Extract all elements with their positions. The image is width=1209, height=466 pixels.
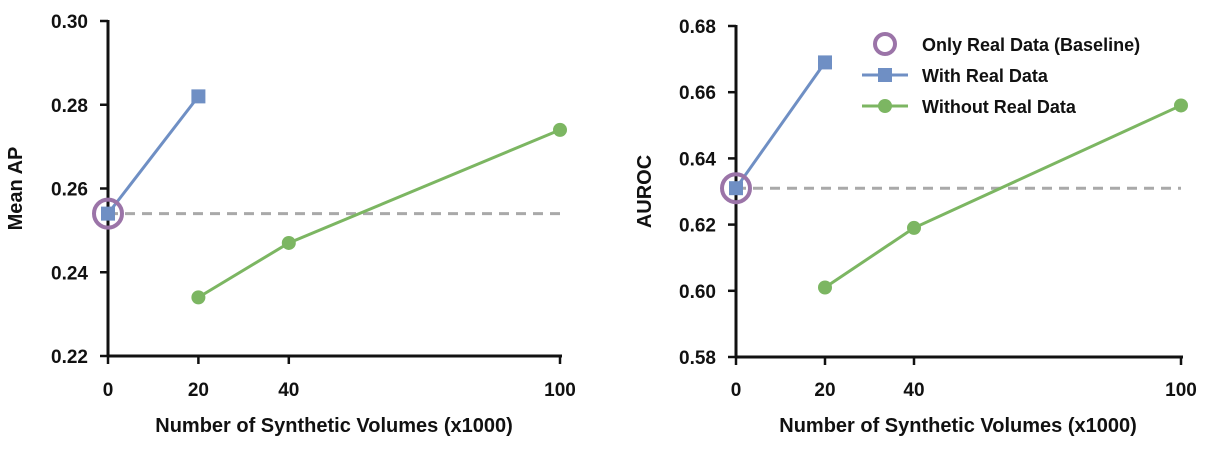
y-tick-label: 0.64 bbox=[679, 149, 716, 170]
legend-label: Without Real Data bbox=[922, 97, 1077, 117]
series-line-with-real bbox=[106, 95, 200, 215]
legend: Only Real Data (Baseline) With Real Data W… bbox=[862, 32, 1140, 117]
data-point-with-real bbox=[818, 55, 832, 70]
chart-auroc: 0.58 0.60 0.62 0.64 0.66 0.68 0 20 40 100 Number o… bbox=[634, 17, 1197, 437]
y-tick-label: 0.68 bbox=[679, 17, 716, 38]
data-point-without-real bbox=[1174, 98, 1188, 113]
data-point-with-real bbox=[101, 206, 115, 221]
chart-mean-ap: 0.22 0.24 0.26 0.28 0.30 0 20 40 100 Number of Sy… bbox=[5, 12, 576, 437]
y-axis-title: AUROC bbox=[634, 155, 656, 228]
data-point-with-real bbox=[729, 181, 743, 196]
data-point-baseline bbox=[720, 172, 752, 205]
x-tick-label: 20 bbox=[188, 380, 209, 401]
y-tick-label: 0.28 bbox=[51, 96, 88, 117]
data-point-baseline bbox=[92, 197, 124, 230]
x-tick-label: 20 bbox=[814, 380, 835, 401]
data-point-without-real bbox=[191, 290, 206, 305]
x-tick-label: 100 bbox=[544, 380, 576, 401]
data-point-without-real bbox=[281, 235, 296, 250]
legend-marker-with-real bbox=[878, 68, 892, 82]
x-tick-label: 40 bbox=[278, 380, 299, 401]
series-line-without-real bbox=[824, 104, 1182, 289]
data-point-with-real bbox=[191, 89, 206, 104]
data-point-without-real bbox=[818, 280, 832, 295]
legend-label: With Real Data bbox=[922, 66, 1049, 86]
y-tick-label: 0.58 bbox=[679, 348, 716, 369]
y-tick-label: 0.26 bbox=[51, 180, 88, 201]
legend-label: Only Real Data (Baseline) bbox=[922, 35, 1140, 55]
y-tick-label: 0.24 bbox=[51, 263, 88, 284]
data-point-without-real bbox=[553, 122, 567, 137]
y-tick-label: 0.66 bbox=[679, 83, 716, 104]
data-point-without-real bbox=[907, 220, 921, 235]
legend-marker-baseline bbox=[873, 32, 897, 56]
y-tick-label: 0.30 bbox=[51, 12, 88, 33]
y-tick-label: 0.60 bbox=[679, 282, 716, 303]
y-tick-label: 0.22 bbox=[51, 347, 88, 368]
series-line-with-real bbox=[734, 61, 827, 190]
y-tick-label: 0.62 bbox=[679, 216, 716, 237]
legend-marker-without-real bbox=[878, 99, 892, 113]
x-tick-label: 100 bbox=[1165, 380, 1197, 401]
x-tick-label: 0 bbox=[103, 380, 114, 401]
x-axis-title: Number of Synthetic Volumes (x1000) bbox=[779, 415, 1137, 437]
y-axis-title: Mean AP bbox=[5, 147, 27, 231]
x-tick-label: 0 bbox=[731, 380, 742, 401]
x-tick-label: 40 bbox=[903, 380, 924, 401]
x-axis-title: Number of Synthetic Volumes (x1000) bbox=[155, 415, 513, 437]
